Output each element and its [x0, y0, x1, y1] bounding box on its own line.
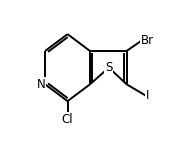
- Text: I: I: [146, 89, 149, 102]
- Text: Cl: Cl: [62, 113, 73, 126]
- Text: N: N: [36, 78, 45, 91]
- Text: S: S: [105, 61, 113, 74]
- Text: Br: Br: [141, 34, 154, 47]
